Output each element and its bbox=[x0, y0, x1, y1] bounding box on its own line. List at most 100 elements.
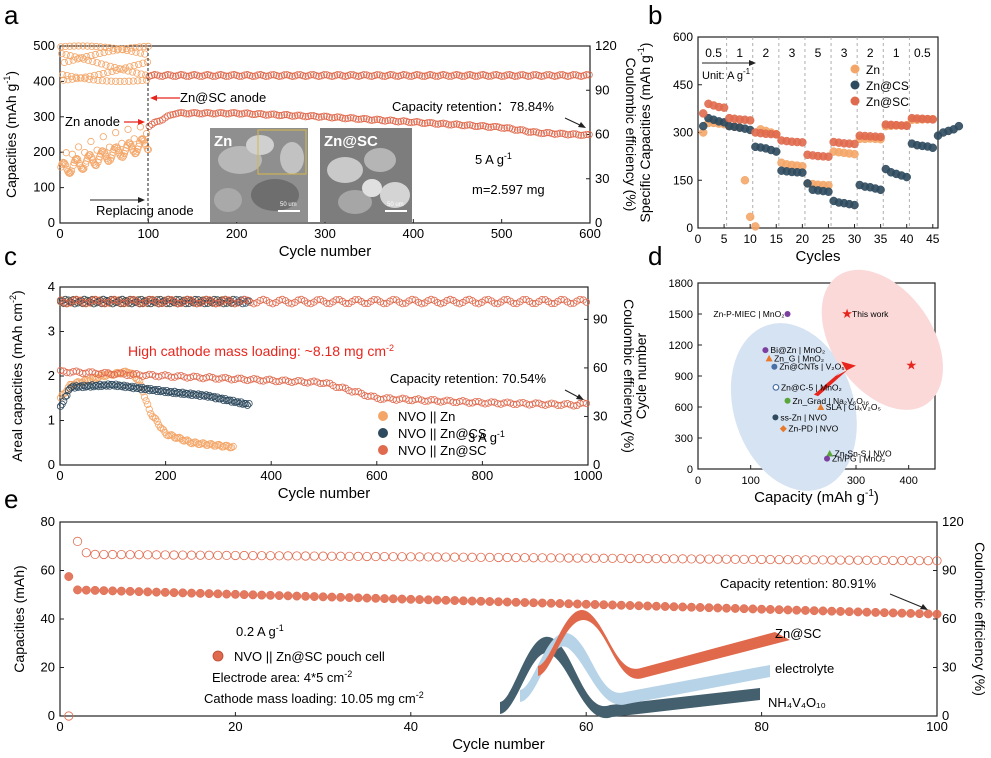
x-tick-label: 20 bbox=[796, 232, 810, 246]
scale-bar-zn: 50 um bbox=[280, 202, 297, 208]
znsc-ce-point bbox=[564, 72, 572, 80]
x-axis-label: Cycle number bbox=[279, 243, 372, 260]
zn-ce-point bbox=[59, 71, 67, 79]
rate-point-Zn bbox=[745, 212, 755, 222]
znsc-ce-point bbox=[227, 71, 235, 79]
zn-ce-point bbox=[79, 42, 87, 50]
label-loading-e: Cathode mass loading: 10.05 mg cm-2 bbox=[204, 690, 424, 706]
areal-capacity-point bbox=[170, 387, 179, 396]
legend-marker bbox=[850, 96, 860, 106]
zn-capacity-point bbox=[60, 159, 69, 167]
znsc-ce-point bbox=[582, 71, 591, 79]
circle-point bbox=[771, 363, 778, 370]
pouch-capacity-point bbox=[599, 600, 609, 610]
areal-ce-point bbox=[278, 295, 286, 303]
znsc-capacity-point bbox=[325, 113, 334, 121]
y-tick-label: 0 bbox=[48, 708, 55, 723]
zn-capacity-point bbox=[68, 150, 76, 158]
pouch-ce-point bbox=[888, 555, 898, 566]
areal-ce-point bbox=[380, 300, 388, 308]
zn-capacity-point bbox=[135, 142, 143, 150]
znsc-ce-point bbox=[174, 71, 182, 79]
znsc-capacity-point bbox=[275, 112, 283, 120]
znsc-capacity-point bbox=[230, 108, 238, 117]
areal-capacity-point bbox=[281, 376, 290, 384]
pouch-ce-point bbox=[879, 555, 889, 566]
areal-capacity-point bbox=[229, 442, 237, 451]
x-tick-label: 20 bbox=[228, 719, 242, 734]
pouch-ce-point bbox=[493, 552, 504, 563]
zn-ce-point bbox=[124, 67, 132, 75]
y2-tick-label: 60 bbox=[942, 611, 956, 626]
comparison-label: Zn@C-5 | MnO₂ bbox=[781, 382, 842, 392]
znsc-capacity-point bbox=[262, 111, 270, 119]
znsc-ce-point bbox=[585, 71, 593, 79]
zn-capacity-point bbox=[139, 135, 147, 144]
comparison-label: Zn_G | MnO₂ bbox=[774, 353, 824, 363]
pouch-ce-point bbox=[222, 550, 232, 561]
zn-ce-point bbox=[98, 77, 107, 85]
areal-capacity-point bbox=[79, 383, 87, 392]
pouch-ce-point bbox=[64, 711, 74, 721]
znsc-capacity-point bbox=[498, 124, 506, 132]
zn-ce-point bbox=[68, 75, 76, 83]
zn-ce-point bbox=[57, 43, 65, 51]
zn-ce-point bbox=[119, 46, 127, 54]
areal-capacity-point bbox=[443, 396, 451, 404]
pouch-capacity-point bbox=[458, 596, 468, 606]
znsc-capacity-point bbox=[535, 129, 543, 137]
pouch-capacity-point bbox=[476, 596, 486, 606]
x-tick-label: 15 bbox=[770, 232, 784, 246]
pouch-capacity-point bbox=[713, 603, 723, 613]
zn-ce-point bbox=[135, 60, 143, 69]
znsc-ce-point bbox=[328, 72, 336, 80]
zn-ce-point bbox=[131, 43, 139, 52]
znsc-ce-point bbox=[574, 72, 583, 80]
znsc-capacity-point bbox=[291, 112, 299, 120]
znsc-capacity-point bbox=[264, 111, 273, 119]
x-tick-label: 200 bbox=[226, 226, 248, 241]
rate-point-Zn@CS bbox=[876, 185, 885, 195]
areal-capacity-point bbox=[525, 401, 533, 409]
znsc-capacity-point bbox=[577, 131, 585, 140]
pouch-ce-point bbox=[283, 551, 293, 561]
y-tick-label: 80 bbox=[41, 514, 55, 529]
areal-ce-point bbox=[82, 300, 90, 308]
areal-capacity-point bbox=[94, 370, 103, 378]
pouch-ce-point bbox=[783, 555, 793, 565]
y-tick-label: 0 bbox=[686, 221, 693, 235]
znsc-capacity-point bbox=[537, 130, 546, 138]
zn-ce-point bbox=[62, 51, 70, 59]
pouch-ce-point bbox=[792, 555, 802, 565]
scale-bar-znsc: 50 um bbox=[387, 202, 404, 208]
pouch-capacity-point bbox=[160, 587, 170, 597]
znsc-capacity-point bbox=[331, 113, 339, 122]
pouch-capacity-point bbox=[353, 593, 363, 603]
label-rate-a: 5 A g-1 bbox=[475, 151, 512, 167]
zn-ce-point bbox=[60, 58, 69, 67]
label-zn-anode: Zn anode bbox=[65, 114, 120, 129]
inset-label-znsc: Zn@SC bbox=[324, 133, 378, 150]
znsc-ce-point bbox=[524, 72, 532, 80]
znsc-ce-point bbox=[190, 71, 198, 79]
znsc-capacity-point bbox=[328, 114, 336, 122]
pouch-ce-point bbox=[686, 554, 697, 564]
zn-ce-point bbox=[83, 42, 91, 50]
y2-tick-label: 90 bbox=[942, 563, 956, 578]
znsc-capacity-point bbox=[397, 117, 405, 125]
pouch-ce-point bbox=[932, 556, 942, 566]
pouch-capacity-point bbox=[686, 602, 696, 612]
plot-frame bbox=[697, 36, 939, 229]
znsc-capacity-point bbox=[339, 114, 347, 122]
pouch-ce-point bbox=[765, 554, 775, 565]
znsc-capacity-point bbox=[286, 111, 294, 120]
zn-capacity-point bbox=[142, 130, 151, 138]
areal-capacity-point bbox=[243, 401, 252, 409]
znsc-ce-point bbox=[450, 71, 458, 79]
areal-capacity-point bbox=[288, 378, 296, 387]
circle-point bbox=[824, 455, 831, 462]
areal-ce-point bbox=[193, 299, 201, 308]
pouch-ce-point bbox=[599, 553, 609, 563]
areal-capacity-point bbox=[128, 382, 136, 390]
y-tick-label: 60 bbox=[41, 563, 55, 578]
